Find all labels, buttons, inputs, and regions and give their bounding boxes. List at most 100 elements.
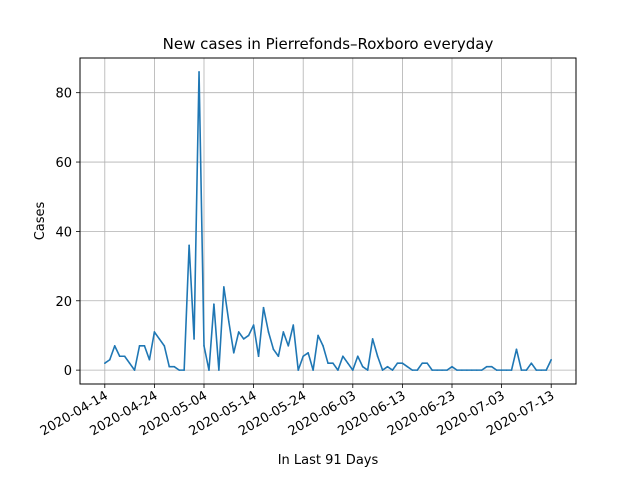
data-point (406, 365, 409, 368)
data-point (352, 369, 354, 371)
x-axis-title: In Last 91 Days (278, 453, 379, 468)
data-point (272, 348, 275, 351)
data-point (203, 345, 205, 347)
data-point (218, 369, 220, 371)
data-point (361, 365, 364, 368)
data-point (123, 355, 126, 358)
data-point (153, 331, 156, 333)
data-point (386, 365, 389, 368)
data-point (476, 369, 478, 371)
data-point (292, 324, 295, 326)
data-point (520, 369, 523, 371)
data-point (223, 286, 225, 288)
y-axis-title: Cases (33, 201, 48, 240)
data-point (118, 355, 121, 358)
data-point (252, 324, 255, 326)
data-point (401, 362, 404, 364)
data-point (327, 362, 329, 364)
data-point (535, 369, 538, 371)
data-point (471, 369, 473, 371)
data-point (257, 355, 260, 358)
data-point (262, 306, 265, 309)
data-point (307, 351, 309, 354)
data-point (208, 369, 210, 371)
data-point (540, 369, 543, 371)
data-point (396, 362, 399, 364)
data-point (525, 369, 528, 371)
data-point (366, 369, 369, 371)
data-point (371, 338, 374, 340)
data-point (426, 362, 429, 364)
data-point (183, 369, 185, 371)
data-point (446, 369, 448, 371)
data-point (178, 369, 180, 371)
data-point (312, 369, 314, 371)
data-point (510, 369, 513, 371)
plot-area-frame (79, 57, 577, 385)
data-point (431, 369, 433, 371)
data-point (332, 362, 334, 364)
data-point (113, 345, 116, 347)
y-tick-label: 20 (55, 295, 72, 310)
data-point (277, 355, 280, 358)
data-point (213, 303, 215, 306)
data-point (545, 369, 548, 371)
data-point (188, 244, 190, 247)
data-point (302, 355, 305, 358)
data-point (297, 369, 300, 371)
data-point (337, 369, 339, 371)
data-point (515, 348, 518, 351)
data-point (104, 362, 106, 364)
data-point (108, 358, 111, 361)
data-point (485, 365, 488, 368)
data-point (128, 362, 131, 364)
data-point (356, 355, 359, 358)
data-point (193, 338, 195, 340)
data-point (530, 362, 533, 364)
data-point (376, 355, 379, 358)
data-point (242, 338, 245, 340)
y-tick-label: 60 (55, 156, 72, 171)
data-point (451, 365, 453, 368)
data-point (505, 369, 508, 371)
data-point (138, 345, 141, 347)
data-point (391, 369, 394, 371)
data-point (163, 345, 166, 347)
data-point (143, 345, 146, 347)
data-point (461, 369, 463, 371)
data-point (347, 362, 349, 364)
chart-title: New cases in Pierrefonds–Roxboro everyda… (163, 35, 494, 53)
data-point (232, 351, 235, 354)
data-point (466, 369, 468, 371)
data-point (381, 369, 384, 371)
data-point (267, 331, 270, 333)
data-point (133, 369, 136, 371)
data-point (421, 362, 424, 364)
data-point (228, 320, 230, 323)
data-point (287, 345, 290, 347)
y-axis-ticks: 0 20 40 60 80 (55, 87, 80, 379)
data-point (168, 365, 171, 368)
data-point (495, 369, 498, 371)
data-point (282, 331, 285, 333)
data-point (550, 358, 552, 361)
data-point (322, 345, 324, 347)
data-point (158, 338, 161, 340)
data-point (148, 358, 151, 361)
data-point (480, 369, 483, 371)
gridlines (80, 58, 576, 384)
data-point (237, 331, 240, 333)
data-point (317, 334, 319, 337)
data-point (247, 334, 250, 337)
y-tick-label: 80 (55, 87, 72, 102)
data-point (456, 369, 458, 371)
data-point (173, 365, 176, 368)
data-series (104, 71, 552, 371)
data-point (490, 365, 493, 368)
data-point (500, 369, 503, 371)
y-tick-label: 0 (64, 364, 72, 379)
data-point (342, 355, 344, 358)
data-point (198, 71, 200, 73)
